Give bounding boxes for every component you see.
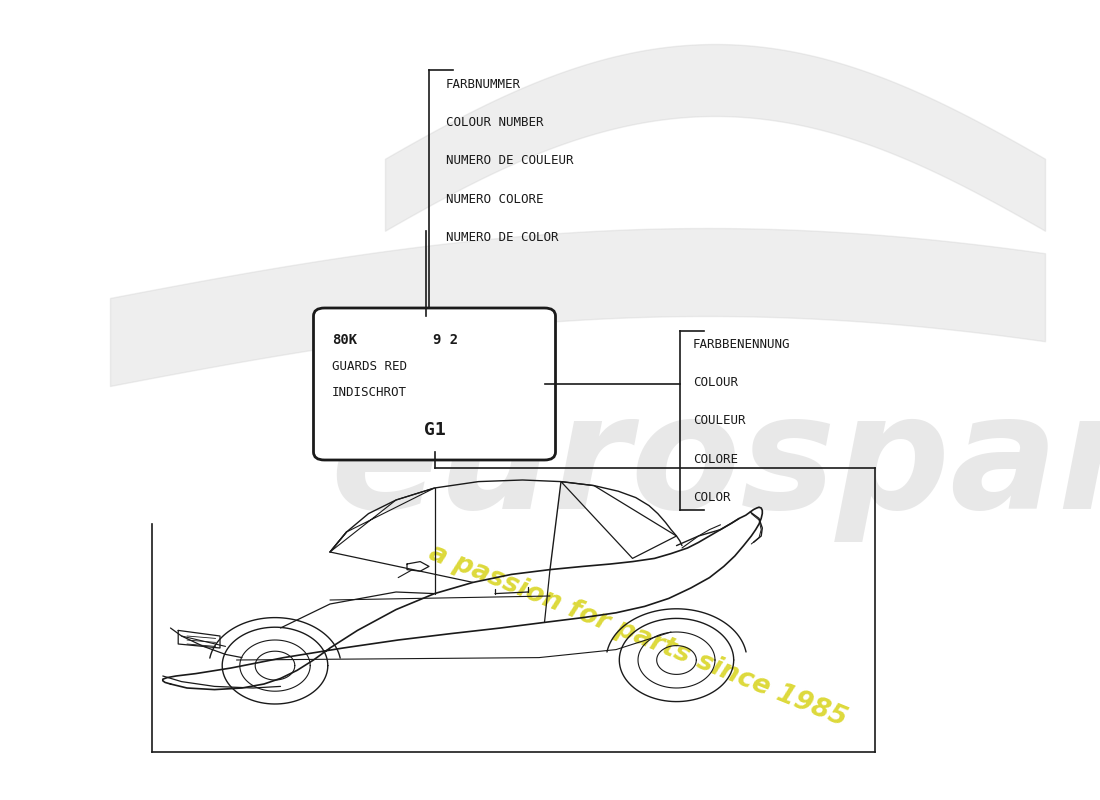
Text: COLOUR: COLOUR: [693, 376, 738, 389]
Text: NUMERO DE COULEUR: NUMERO DE COULEUR: [446, 154, 573, 167]
Text: NUMERO COLORE: NUMERO COLORE: [446, 193, 543, 206]
Text: FARBNUMMER: FARBNUMMER: [446, 78, 520, 90]
Text: FARBBENENNUNG: FARBBENENNUNG: [693, 338, 791, 350]
Text: COLOR: COLOR: [693, 491, 730, 504]
FancyBboxPatch shape: [314, 308, 556, 460]
Text: NUMERO DE COLOR: NUMERO DE COLOR: [446, 231, 558, 244]
Text: G1: G1: [424, 421, 446, 438]
Text: 9 2: 9 2: [433, 333, 459, 347]
Text: eurospares: eurospares: [330, 386, 1100, 542]
Text: GUARDS RED: GUARDS RED: [332, 360, 407, 373]
Text: COULEUR: COULEUR: [693, 414, 746, 427]
Text: 80K: 80K: [332, 333, 358, 347]
Text: COLORE: COLORE: [693, 453, 738, 466]
Text: a passion for parts since 1985: a passion for parts since 1985: [426, 540, 850, 732]
Text: COLOUR NUMBER: COLOUR NUMBER: [446, 116, 543, 129]
Text: INDISCHROT: INDISCHROT: [332, 386, 407, 399]
